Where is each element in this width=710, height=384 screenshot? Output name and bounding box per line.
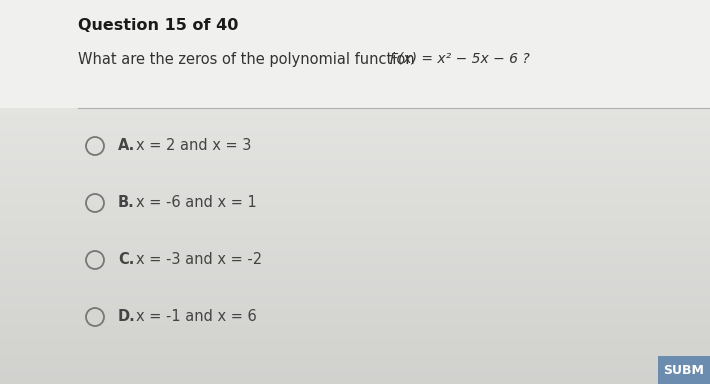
Text: x = -1 and x = 6: x = -1 and x = 6 [136,309,257,324]
Text: C.: C. [118,252,134,267]
Text: x = -3 and x = -2: x = -3 and x = -2 [136,252,262,267]
Text: x = 2 and x = 3: x = 2 and x = 3 [136,138,251,153]
FancyBboxPatch shape [0,0,710,108]
Text: Question 15 of 40: Question 15 of 40 [78,18,239,33]
Text: SUBM: SUBM [664,364,704,376]
Text: B.: B. [118,195,135,210]
Text: D.: D. [118,309,136,324]
Text: What are the zeros of the polynomial function: What are the zeros of the polynomial fun… [78,52,419,67]
Text: x = -6 and x = 1: x = -6 and x = 1 [136,195,257,210]
Text: F(x) = x² − 5x − 6 ?: F(x) = x² − 5x − 6 ? [390,52,530,66]
Text: A.: A. [118,138,135,153]
FancyBboxPatch shape [658,356,710,384]
